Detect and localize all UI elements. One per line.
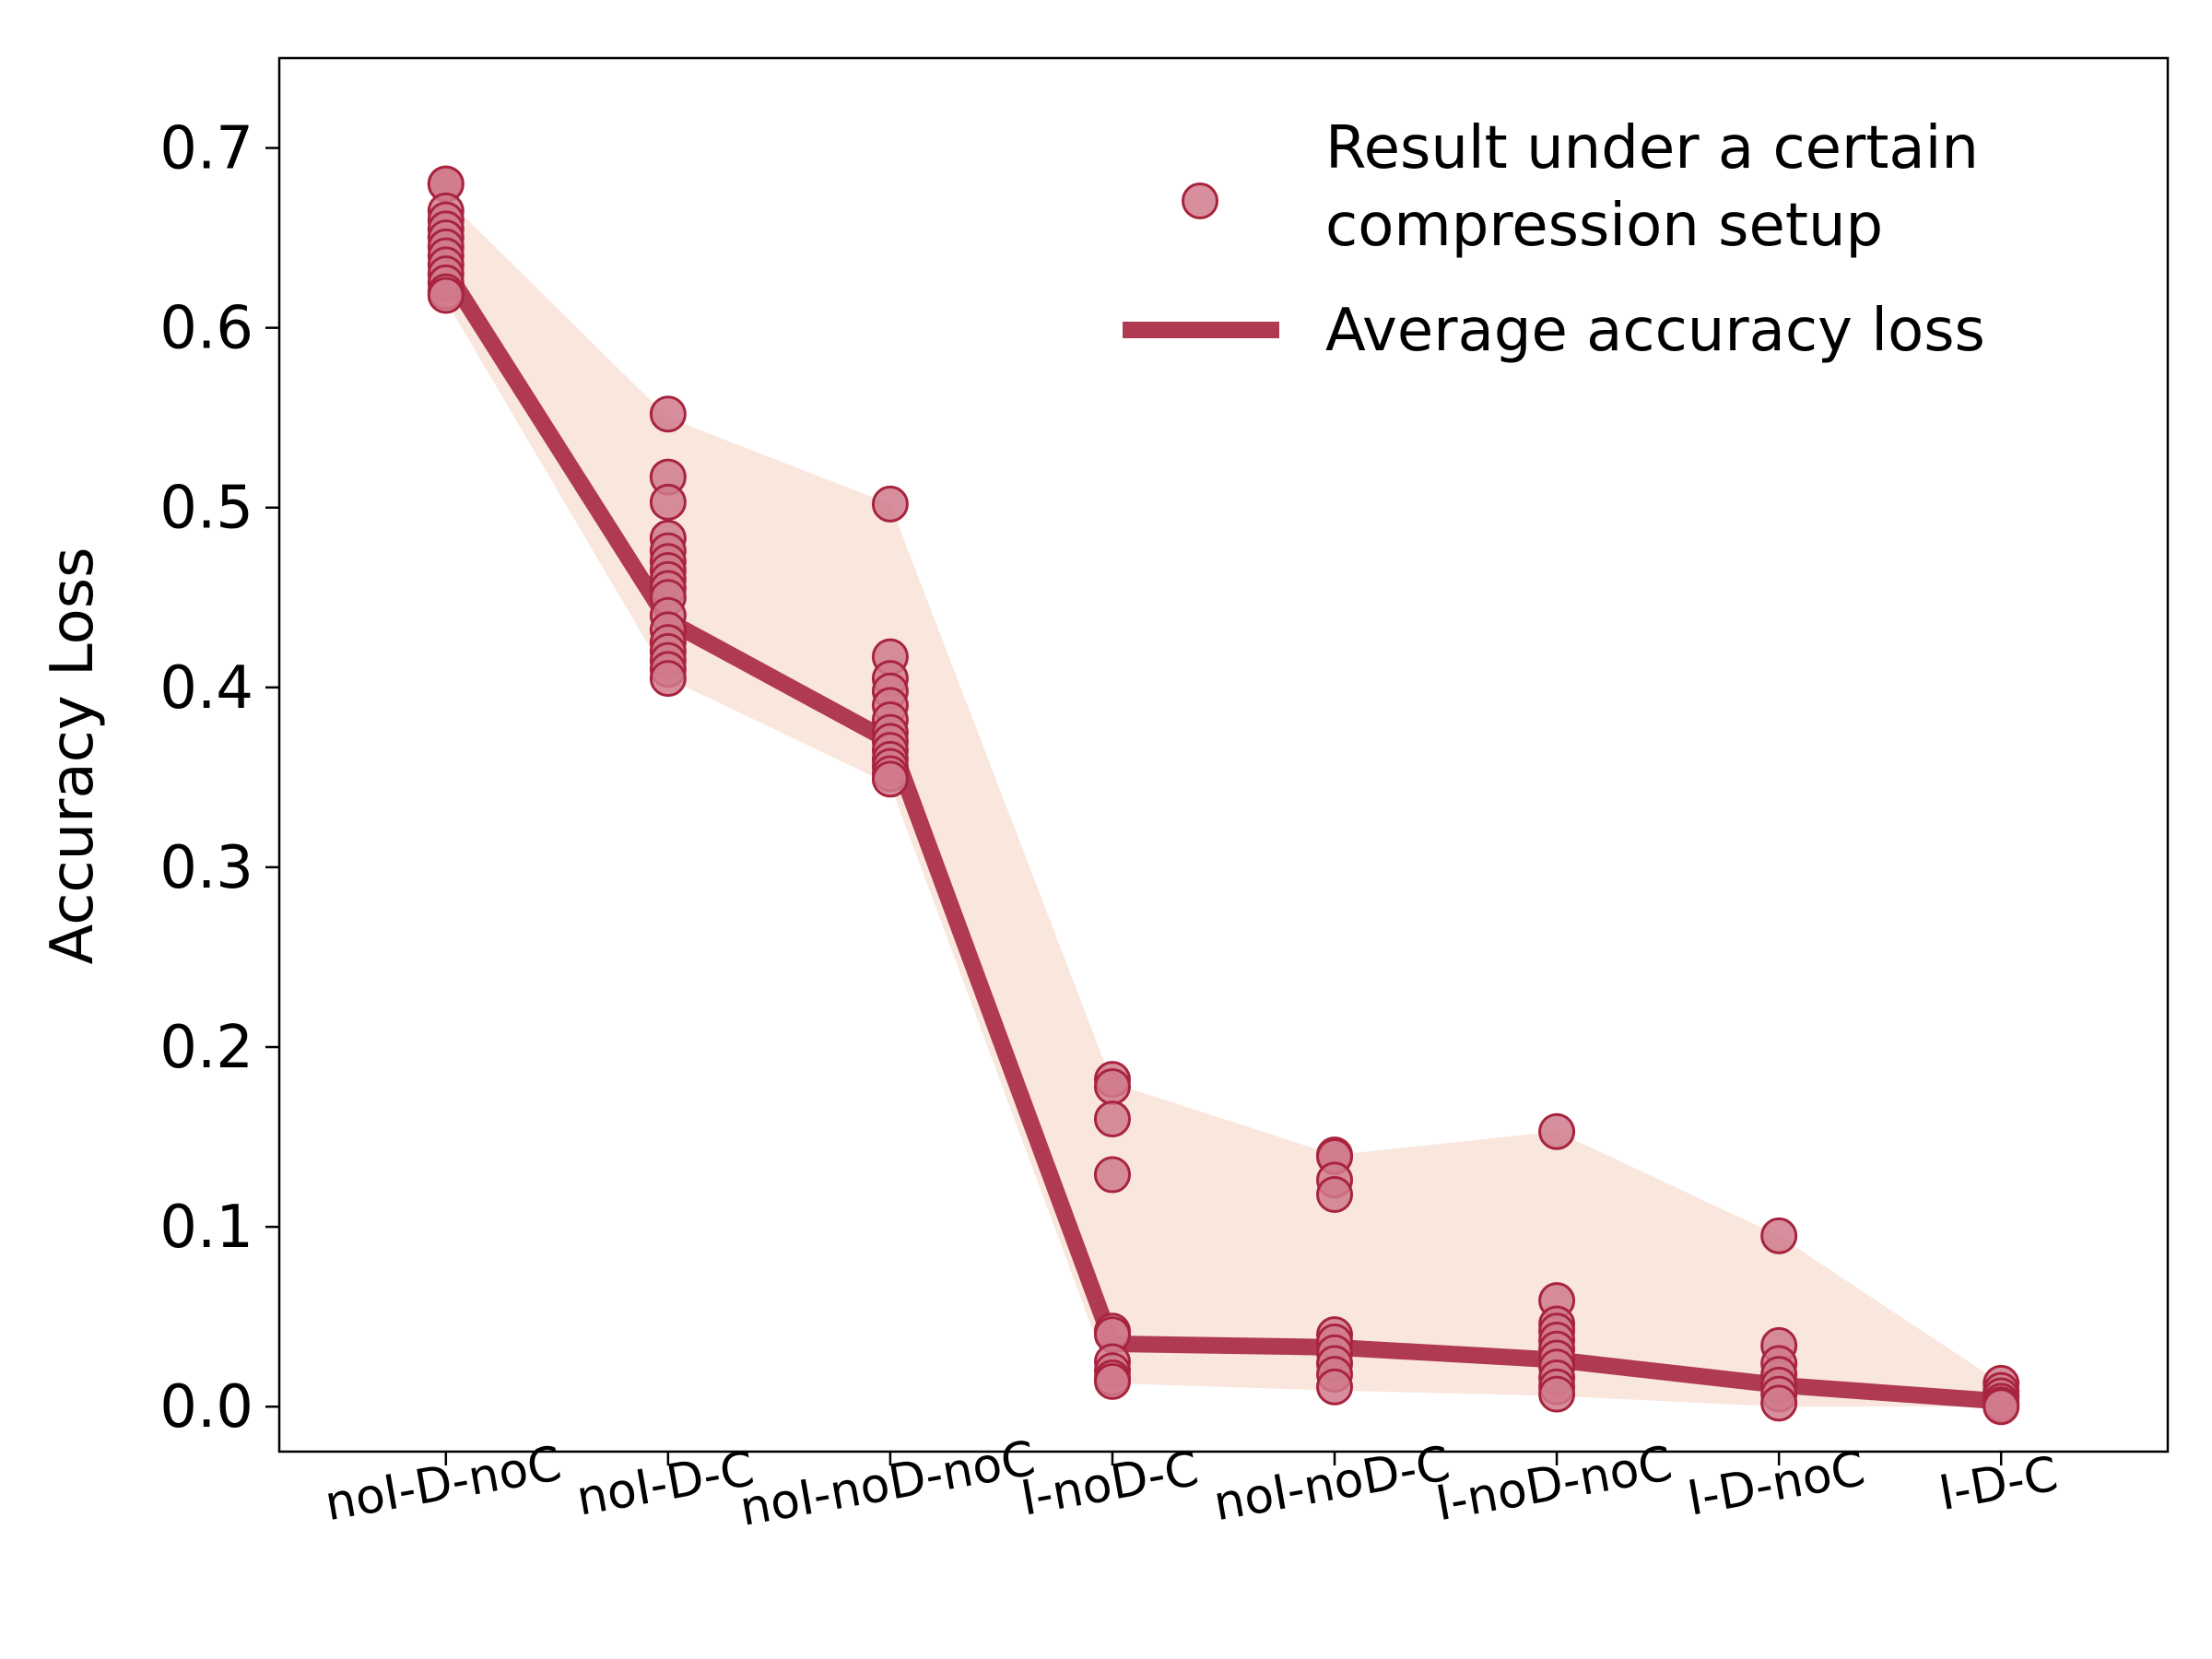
x-tick-label: I-noD-C [1017, 1441, 1202, 1527]
y-tick-label: 0.2 [159, 1014, 253, 1082]
result-point [649, 483, 687, 521]
result-point [871, 485, 909, 523]
average-accuracy-loss-line [439, 265, 2002, 1410]
y-tick-label: 0.1 [159, 1194, 253, 1262]
result-point [1538, 1375, 1576, 1413]
legend-scatter-marker [1182, 182, 1218, 219]
result-point [1093, 1067, 1131, 1105]
result-point [649, 395, 687, 433]
legend-scatter-label-line2: compression setup [1325, 192, 1883, 260]
y-tick-label: 0.0 [159, 1373, 253, 1441]
y-tick-label: 0.7 [159, 115, 253, 183]
x-tick-label: I-D-C [1935, 1446, 2062, 1522]
legend-line-label: Average accuracy loss [1325, 297, 1985, 365]
result-point [427, 276, 465, 314]
result-point [871, 760, 909, 798]
legend: Result under a certain compression setup… [1123, 114, 1985, 365]
legend-scatter-label-line1: Result under a certain [1325, 114, 1979, 182]
y-tick-label: 0.3 [159, 834, 253, 902]
y-axis: 0.0 0.1 0.2 0.3 0.4 0.5 0.6 0.7 [159, 115, 279, 1441]
y-tick-label: 0.6 [159, 295, 253, 363]
average-line-layer [439, 265, 2002, 1410]
min-max-band [445, 198, 2002, 1407]
result-point [1093, 1100, 1131, 1138]
result-point [1093, 1156, 1131, 1194]
x-tick-label: I-D-noC [1683, 1441, 1868, 1527]
result-point [649, 660, 687, 698]
plot-frame [277, 56, 2170, 1453]
range-band [445, 198, 2002, 1407]
x-tick-label: noI-noD-noC [735, 1431, 1039, 1537]
result-point [1538, 1112, 1576, 1150]
x-tick-label: noI-D-C [572, 1441, 758, 1527]
result-point [1760, 1217, 1798, 1254]
result-point [1760, 1384, 1798, 1422]
y-axis-label: Accuracy Loss [39, 547, 107, 965]
result-point [1316, 1176, 1354, 1214]
result-point [1093, 1362, 1131, 1400]
result-point [1983, 1388, 2020, 1426]
result-point [1316, 1368, 1354, 1406]
y-tick-label: 0.4 [159, 654, 253, 723]
y-tick-label: 0.5 [159, 475, 253, 543]
scatter-points-layer [427, 165, 2020, 1426]
